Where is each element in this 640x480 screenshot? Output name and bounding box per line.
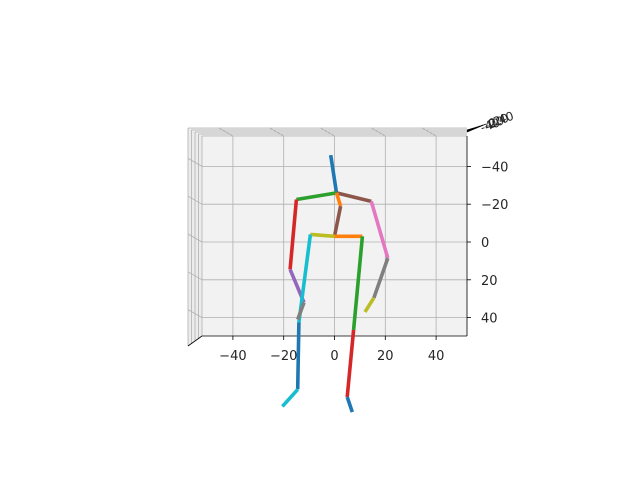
skeleton-bone-13 — [296, 301, 306, 321]
y-tick-label: 0 — [481, 236, 489, 251]
x-tick-label: −20 — [270, 349, 297, 364]
grid-lines — [187, 127, 467, 336]
x-gridline-top — [218, 127, 234, 137]
z-tick-label: 40 — [497, 109, 516, 127]
skeleton-bone-18 — [345, 396, 355, 413]
skeleton-series — [281, 154, 390, 413]
y-gridline-side — [187, 271, 203, 281]
y-gridline-side — [187, 158, 203, 167]
skeleton-bone-14 — [295, 322, 301, 390]
skeleton-bone-4 — [332, 205, 343, 237]
y-tick-label: 20 — [481, 274, 498, 289]
x-gridline-top — [371, 127, 386, 137]
x-gridline-top — [421, 127, 437, 137]
z-axis-line — [187, 335, 203, 347]
skeleton-bone-6 — [310, 232, 335, 239]
skeleton-bone-11 — [363, 296, 376, 313]
x-axis-ticks: −40 −20 0 20 40 — [219, 336, 444, 364]
skeleton-bone-1 — [336, 191, 372, 204]
x-tick-label: 0 — [330, 349, 338, 364]
skeleton-bone-9 — [369, 200, 390, 259]
z-tick-label: -40 — [479, 115, 502, 134]
y-gridline-side — [187, 195, 203, 205]
skeleton-bone-0 — [328, 154, 339, 194]
z-tick-label: -20 — [483, 113, 506, 132]
skeleton-bone-10 — [372, 257, 390, 299]
z-tick-mark — [466, 123, 487, 133]
skeleton-bone-15 — [281, 388, 300, 408]
y-gridline-side — [187, 233, 203, 243]
y-axis-ticks: −40 −20 0 20 40 — [467, 160, 508, 327]
y-tick-label: 40 — [481, 312, 498, 327]
y-tick-label: −40 — [481, 160, 508, 175]
y-tick-label: −20 — [481, 198, 508, 213]
z-tick-label: 20 — [492, 111, 511, 129]
skeleton-bone-17 — [345, 329, 356, 398]
z-tick-label: 0 — [487, 115, 499, 131]
x-tick-label: −40 — [219, 349, 246, 364]
x-tick-label: 20 — [377, 349, 394, 364]
depth-grid-lines — [187, 127, 467, 346]
y-gridline-side — [187, 309, 203, 318]
x-tick-label: 40 — [428, 349, 445, 364]
x-gridline-top — [269, 127, 284, 137]
skeleton-bone-3 — [334, 192, 343, 207]
skeleton-bone-7 — [288, 199, 299, 270]
x-gridline-top — [320, 127, 335, 137]
skeleton-bone-16 — [351, 236, 365, 331]
skeleton-bone-2 — [296, 191, 337, 202]
